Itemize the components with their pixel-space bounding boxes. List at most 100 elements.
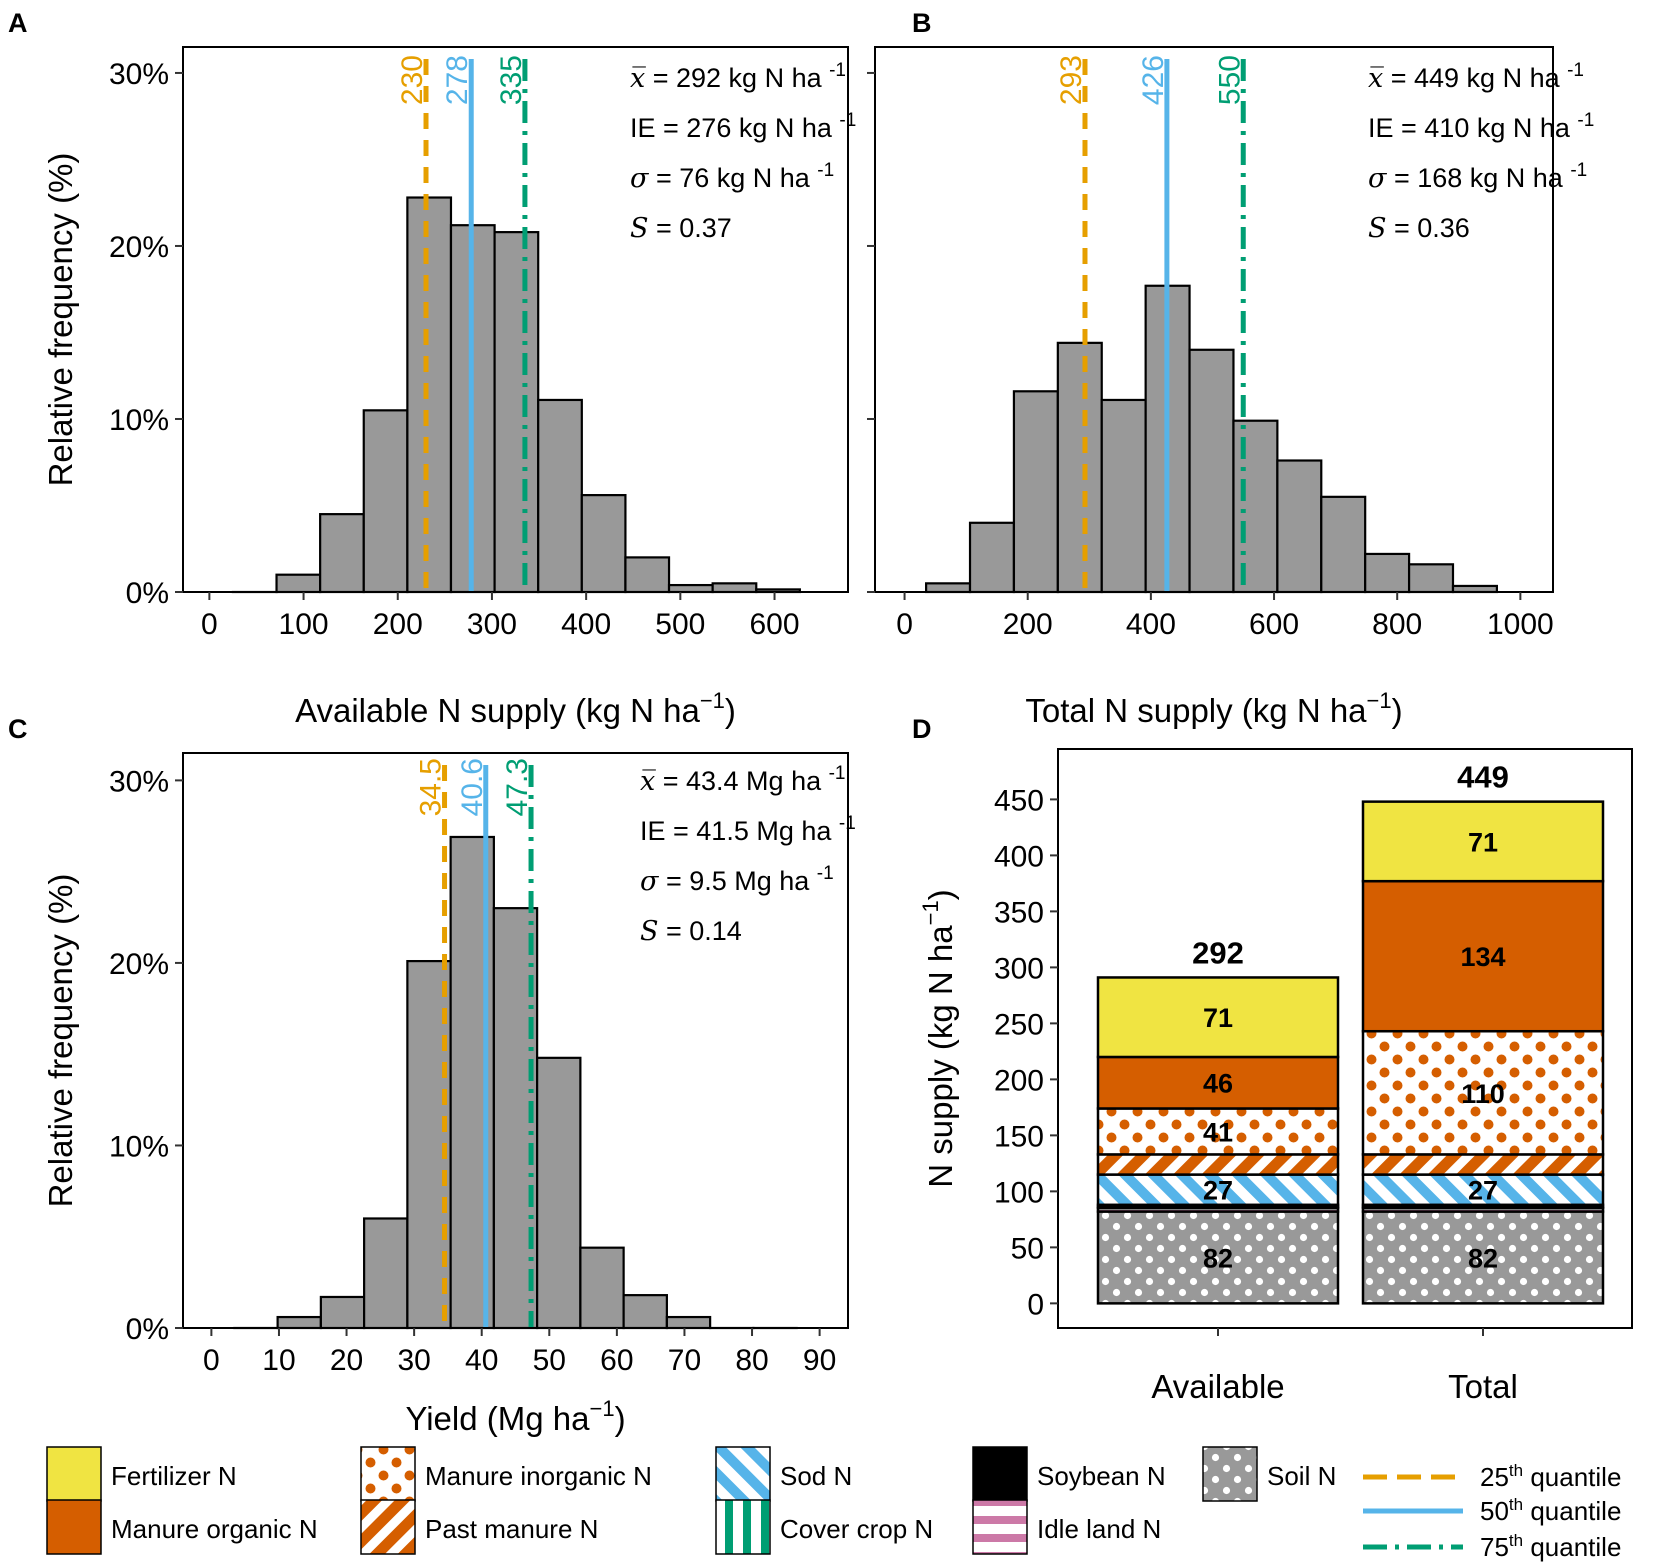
x-tick-label: 10 <box>262 1344 295 1377</box>
plot-frame <box>182 752 849 1329</box>
x-axis-label: Yield (Mg ha−1) <box>405 1396 625 1437</box>
x-tick-label: 80 <box>735 1344 768 1377</box>
y-axis-label: Relative frequency (%) <box>42 874 79 1208</box>
quantile-label: 335 <box>495 55 528 105</box>
x-tick-label: 200 <box>1003 608 1053 641</box>
stat-annotation: IE = 410 kg N ha -1 <box>1368 110 1594 143</box>
legend-label: Soil N <box>1267 1461 1336 1491</box>
x-tick-label: 800 <box>1372 608 1422 641</box>
plot-frame <box>1057 748 1633 1329</box>
x-tick-label: 0 <box>201 608 218 641</box>
y-tick-label: 30% <box>109 765 169 798</box>
legend-swatch <box>46 1446 102 1502</box>
y-tick-label: 450 <box>994 784 1044 817</box>
y-tick-label: 300 <box>994 952 1044 985</box>
quantile-label: 426 <box>1137 55 1170 105</box>
total-label: 449 <box>1457 760 1509 795</box>
x-tick-label: 70 <box>668 1344 701 1377</box>
segment-label: 71 <box>1203 1003 1233 1033</box>
segment-label: 134 <box>1460 942 1505 972</box>
x-tick-label: 20 <box>330 1344 363 1377</box>
stat-annotation: x̅ = 449 kg N ha -1 <box>1368 60 1584 94</box>
quantile-label: 40.6 <box>456 758 489 816</box>
legend-label: Past manure N <box>425 1514 598 1544</box>
x-tick-label: 600 <box>749 608 799 641</box>
y-tick-label: 0 <box>1027 1288 1044 1321</box>
legend-swatch <box>1202 1446 1258 1502</box>
histogram-bar <box>624 556 671 594</box>
panel-letter-c: C <box>8 714 28 744</box>
panel-a: 230 278 335 0 100 200 300 400 500 600 0% 10% 20% 30% A… <box>42 46 856 729</box>
segment-label: 27 <box>1203 1176 1233 1206</box>
histogram-bar <box>362 409 409 594</box>
legend-label: Idle land N <box>1037 1514 1161 1544</box>
legend-line-label: 25th quantile <box>1480 1461 1621 1492</box>
y-tick-label: 350 <box>994 896 1044 929</box>
segment-label: 82 <box>1468 1243 1498 1273</box>
stat-annotation: σ = 76 kg N ha -1 <box>630 160 834 194</box>
x-tick-label: 60 <box>600 1344 633 1377</box>
y-tick-label: 100 <box>994 1176 1044 1209</box>
x-tick-label: 300 <box>467 608 517 641</box>
quantile-label: 550 <box>1213 55 1246 105</box>
histogram-bar <box>319 1295 366 1330</box>
x-tick-label: 40 <box>465 1344 498 1377</box>
stacked-segment <box>1361 1210 1605 1305</box>
legend-label: Manure organic N <box>111 1514 318 1544</box>
x-tick-label: 30 <box>397 1344 430 1377</box>
legend-swatch <box>715 1499 771 1555</box>
y-tick-label: 200 <box>994 1064 1044 1097</box>
panel-d: 0 50 100 150 200 250 300 350 400 450 82 27 41 46 71 292… <box>918 748 1633 1405</box>
segment-label: 46 <box>1203 1069 1233 1099</box>
stacked-segment <box>1361 879 1605 1033</box>
histogram-bar <box>319 513 365 594</box>
y-tick-label: 400 <box>994 840 1044 873</box>
x-tick-label: 400 <box>561 608 611 641</box>
stacked-segment <box>1361 800 1605 883</box>
segment-label: 82 <box>1203 1243 1233 1273</box>
histogram-bar <box>1100 398 1147 594</box>
histogram-bar <box>1232 419 1279 594</box>
stacked-segment <box>1096 1153 1340 1176</box>
x-axis-label: Total N supply (kg N ha−1) <box>1025 688 1402 729</box>
y-axis-label: Relative frequency (%) <box>42 153 79 487</box>
legend-swatch <box>972 1446 1028 1502</box>
x-tick-label: 1000 <box>1487 608 1554 641</box>
panel-letter-a: A <box>8 8 28 38</box>
quantile-label: 293 <box>1055 55 1088 105</box>
legend-swatch <box>360 1499 416 1555</box>
histogram-bar <box>667 583 714 594</box>
histogram-bar <box>493 231 540 594</box>
histogram-bar <box>1012 390 1059 594</box>
legend-swatch <box>972 1499 1028 1555</box>
panel-c: 34.5 40.6 47.3 0 10 20 30 40 50 60 70 80 90 0% 10% 20% 3… <box>42 752 856 1437</box>
y-tick-label: 30% <box>109 58 169 91</box>
y-tick-label: 0% <box>126 1313 169 1346</box>
y-tick-label: 20% <box>109 948 169 981</box>
histogram-bar <box>665 1315 712 1330</box>
quantile-label: 230 <box>396 55 429 105</box>
y-tick-label: 0% <box>126 577 169 610</box>
legend-swatch <box>46 1499 102 1555</box>
stacked-segment <box>1096 1173 1340 1207</box>
histogram-bar <box>1276 459 1323 594</box>
histogram-bar <box>580 494 627 594</box>
segment-label: 110 <box>1461 1079 1505 1109</box>
stacked-segment <box>1096 1107 1340 1156</box>
stat-annotation: IE = 276 kg N ha -1 <box>630 110 856 143</box>
y-tick-label: 10% <box>109 404 169 437</box>
histogram-bar <box>579 1246 625 1330</box>
x-tick-label: Available <box>1151 1368 1284 1405</box>
histogram-bar <box>537 398 583 594</box>
legend-line-label: 75th quantile <box>1480 1531 1621 1562</box>
stat-annotation: S = 0.36 <box>1368 213 1470 244</box>
x-tick-label: 50 <box>533 1344 566 1377</box>
quantile-label: 278 <box>441 55 474 105</box>
quantile-label: 47.3 <box>501 758 534 816</box>
histogram-bar <box>968 521 1016 594</box>
x-tick-label: 0 <box>896 608 913 641</box>
stacked-segment <box>1096 1210 1340 1305</box>
y-axis-label: N supply (kg N ha−1) <box>918 889 959 1187</box>
legend-label: Manure inorganic N <box>425 1461 652 1491</box>
